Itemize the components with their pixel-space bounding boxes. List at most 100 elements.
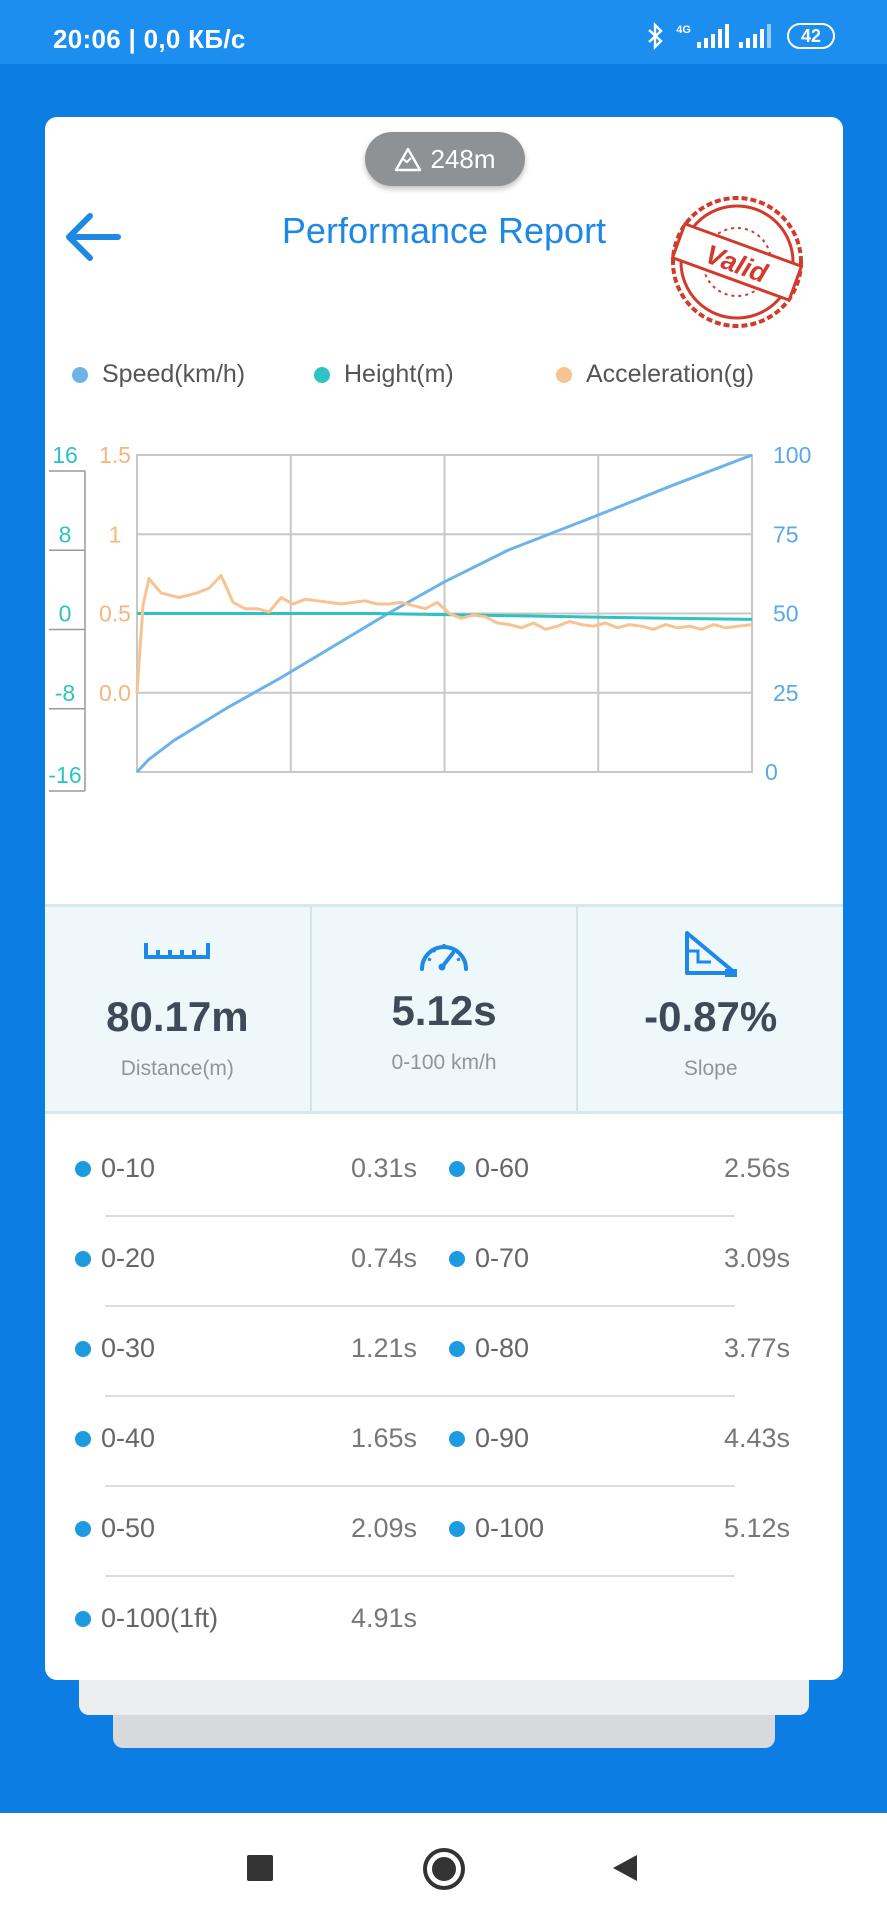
bullet-dot-icon (75, 1610, 91, 1627)
ruler-icon (144, 943, 211, 959)
bullet-dot-icon (75, 1250, 91, 1267)
page-title: Performance Report (281, 210, 607, 251)
split-time: 1.65s (350, 1423, 417, 1453)
legend-dot-height (314, 366, 330, 383)
split-time: 2.56s (723, 1153, 790, 1183)
split-row: 0-30 1.21s 0-80 3.77s (45, 1307, 843, 1397)
series-line-height (137, 612, 753, 621)
report-card: 248m Performance Report Valid Speed(km/h… (45, 117, 843, 1680)
split-label-text: 0-90 (475, 1423, 530, 1453)
slope-icon (684, 931, 737, 977)
axis-tick-acceleration: 1.5 (99, 442, 131, 468)
bullet-dot-icon (449, 1430, 465, 1447)
split-label-text: 0-10 (101, 1153, 156, 1183)
split-time: 1.21s (350, 1333, 417, 1363)
axis-tick-speed: 25 (773, 680, 799, 706)
bullet-dot-icon (75, 1340, 91, 1357)
row-divider (105, 1485, 735, 1487)
axis-tick-acceleration: 0.5 (99, 601, 131, 627)
bullet-dot-icon (75, 1160, 91, 1177)
split-label: 0-20 (75, 1243, 155, 1274)
split-label: 0-100 (449, 1513, 544, 1544)
bullet-dot-icon (75, 1520, 91, 1537)
back-nav-icon[interactable] (611, 1853, 639, 1883)
row-divider (105, 1395, 735, 1397)
split-label-text: 0-40 (101, 1423, 156, 1453)
split-label-text: 0-20 (101, 1243, 156, 1273)
legend-item-acceleration: Acceleration(g) (556, 360, 754, 389)
stat-zero-to-hundred: 5.12s 0-100 km/h (309, 907, 577, 1111)
status-time: 20:06 | 0,0 КБ/с (53, 24, 246, 54)
stat-value: 80.17m (106, 993, 249, 1040)
bullet-dot-icon (449, 1520, 465, 1537)
split-label: 0-30 (75, 1333, 155, 1364)
split-label: 0-100(1ft) (75, 1603, 218, 1634)
stat-value: 5.12s (391, 987, 497, 1034)
battery-indicator: 42 (786, 23, 835, 49)
row-divider (105, 1305, 735, 1307)
row-divider (105, 1215, 735, 1217)
signal-icon (738, 24, 771, 48)
axis-tick-speed: 0 (765, 759, 778, 785)
split-time: 5.12s (723, 1513, 790, 1543)
split-time: 0.31s (350, 1153, 417, 1183)
stat-value: -0.87% (644, 993, 778, 1040)
stat-label: 0-100 km/h (391, 1051, 497, 1074)
split-label-text: 0-100 (475, 1513, 545, 1543)
split-time: 2.09s (350, 1513, 417, 1543)
stat-distance: 80.17m Distance(m) (45, 907, 310, 1111)
network-type-label: 4G (676, 23, 691, 36)
axis-tick-speed: 75 (773, 521, 799, 547)
axis-tick-acceleration: 1 (109, 521, 122, 547)
split-label: 0-40 (75, 1423, 155, 1454)
split-label-text: 0-100(1ft) (101, 1603, 219, 1633)
split-label-text: 0-60 (475, 1153, 530, 1183)
axis-tick-speed: 50 (773, 601, 799, 627)
axis-tick-acceleration: 0.0 (99, 680, 131, 706)
split-label: 0-90 (449, 1423, 529, 1454)
split-time: 4.43s (723, 1423, 790, 1453)
split-label-text: 0-70 (475, 1243, 530, 1273)
split-label-text: 0-30 (101, 1333, 156, 1363)
performance-chart: 16 8 0 -8 -16 1.5 1 0.5 0.0 100 75 50 25 0 (48, 442, 811, 792)
stat-slope: -0.87% Slope (576, 907, 843, 1111)
bullet-dot-icon (449, 1250, 465, 1267)
split-row: 0-10 0.31s 0-60 2.56s (45, 1127, 843, 1217)
split-label: 0-70 (449, 1243, 529, 1274)
split-row: 0-100(1ft) 4.91s (45, 1577, 843, 1667)
bluetooth-icon (648, 22, 664, 50)
bullet-dot-icon (449, 1160, 465, 1177)
bullet-dot-icon (449, 1340, 465, 1357)
axis-tick-height: -8 (55, 680, 75, 706)
split-label-text: 0-50 (101, 1513, 156, 1543)
legend-item-height: Height(m) (314, 360, 454, 389)
split-row: 0-20 0.74s 0-70 3.09s (45, 1217, 843, 1307)
legend-dot-acceleration (556, 366, 572, 383)
chart-legend: Speed(km/h) Height(m) Acceleration(g) (45, 360, 843, 400)
split-time: 4.91s (350, 1603, 417, 1633)
bullet-dot-icon (75, 1430, 91, 1447)
axis-tick-height: 16 (52, 442, 78, 468)
series-line-acceleration (135, 574, 753, 693)
status-bar: 20:06 | 0,0 КБ/с 4G 42 (0, 0, 887, 64)
status-icons: 4G 42 (646, 22, 835, 50)
axis-tick-speed: 100 (773, 442, 811, 468)
recents-icon[interactable] (247, 1855, 273, 1881)
legend-label: Acceleration(g) (586, 360, 755, 388)
stat-label: Distance(m) (120, 1057, 234, 1080)
split-label: 0-80 (449, 1333, 529, 1364)
navigation-bar (0, 1813, 887, 1920)
axis-tick-height: 8 (59, 521, 72, 547)
split-label-text: 0-80 (475, 1333, 530, 1363)
signal-icon (696, 24, 729, 48)
legend-label: Speed(km/h) (102, 360, 246, 388)
legend-item-speed: Speed(km/h) (72, 360, 245, 389)
split-label: 0-50 (75, 1513, 155, 1544)
home-icon[interactable] (422, 1847, 466, 1891)
speedometer-icon (420, 944, 468, 971)
split-time: 0.74s (350, 1243, 417, 1273)
back-arrow-icon[interactable] (60, 207, 125, 267)
stats-panel: 80.17m Distance(m) 5.12s 0-100 km/h (45, 904, 843, 1114)
split-time: 3.09s (723, 1243, 790, 1273)
axis-tick-height: 0 (59, 601, 72, 627)
